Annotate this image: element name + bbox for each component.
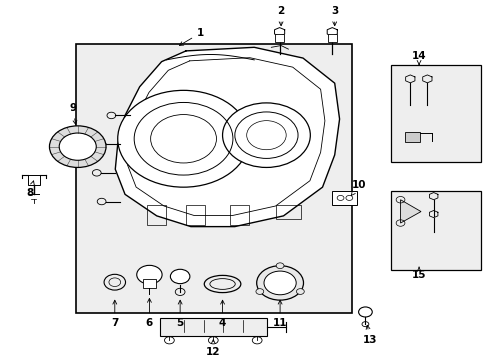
Bar (185, 205, 205, 225)
Polygon shape (115, 47, 339, 226)
Circle shape (59, 133, 96, 160)
Circle shape (137, 265, 162, 284)
Text: 6: 6 (145, 298, 153, 328)
Text: 14: 14 (411, 51, 426, 64)
Bar (390, 65, 480, 162)
Bar (390, 191, 480, 270)
Text: 12: 12 (205, 340, 220, 357)
Bar (28, 175, 40, 185)
Text: 13: 13 (362, 325, 377, 345)
Circle shape (264, 271, 296, 295)
Text: 1: 1 (179, 28, 204, 45)
Bar (276, 205, 300, 220)
Text: 7: 7 (111, 300, 118, 328)
Bar (331, 191, 356, 205)
Text: 11: 11 (272, 300, 287, 328)
Bar (159, 318, 266, 336)
Text: 2: 2 (277, 6, 284, 26)
Text: 4: 4 (219, 300, 226, 328)
Bar (327, 34, 336, 42)
Circle shape (170, 269, 189, 284)
Circle shape (49, 126, 106, 167)
Bar (147, 205, 166, 225)
Text: 15: 15 (411, 267, 426, 280)
Circle shape (118, 90, 249, 187)
Circle shape (296, 289, 304, 294)
Text: 8: 8 (26, 181, 34, 198)
Circle shape (256, 266, 303, 300)
Bar (275, 34, 284, 42)
Text: 5: 5 (176, 300, 183, 328)
Text: 9: 9 (69, 103, 77, 124)
Bar (405, 132, 419, 142)
Bar (143, 279, 156, 288)
Polygon shape (400, 200, 420, 223)
Bar (229, 205, 249, 225)
Bar (76, 44, 351, 313)
Circle shape (222, 103, 310, 167)
Circle shape (255, 289, 263, 294)
Circle shape (276, 263, 284, 269)
Text: 3: 3 (330, 6, 338, 26)
Text: 10: 10 (350, 180, 366, 195)
